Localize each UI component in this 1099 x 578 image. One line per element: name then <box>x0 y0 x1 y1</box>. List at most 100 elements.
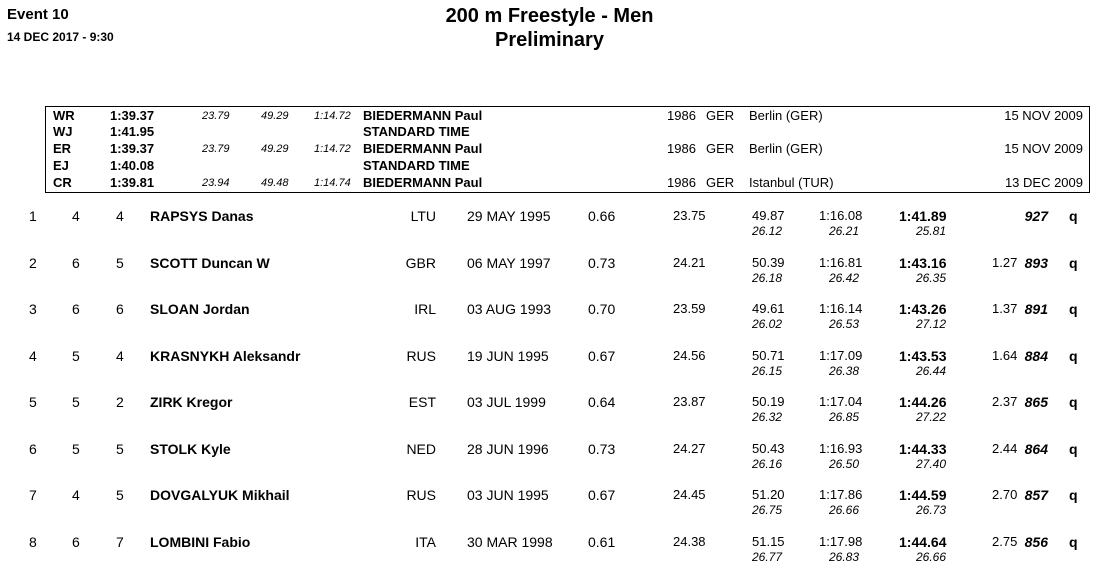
athlete-nation: EST <box>408 394 436 410</box>
record-time: 1:39.81 <box>110 175 155 190</box>
reaction-time: 0.70 <box>588 301 616 317</box>
record-split-50: 23.94 <box>202 177 230 189</box>
split-50m: 24.56 <box>673 347 706 363</box>
athlete-nation: RUS <box>406 347 436 364</box>
fina-points: 856 <box>1024 533 1048 550</box>
time-behind: 1.64 <box>992 347 1018 363</box>
athlete-nation: NED <box>406 440 436 457</box>
split-time-100m: 26.32 <box>752 410 783 424</box>
record-nation: GER <box>706 141 735 156</box>
result-row: 2 6 5 SCOTT Duncan W GBR 06 MAY 1997 0.73 24.21… <box>0 255 1099 299</box>
split-150m: 1:16.81 <box>819 254 863 270</box>
athlete-name: STOLK Kyle <box>150 440 231 457</box>
record-nation: GER <box>706 175 735 190</box>
result-lane: 4 <box>116 208 124 224</box>
reaction-time: 0.73 <box>588 440 616 457</box>
final-time: 1:44.33 <box>899 440 947 457</box>
record-yob: 1986 <box>667 141 696 156</box>
split-time-200m: 25.81 <box>916 224 947 238</box>
result-heat: 6 <box>72 254 80 271</box>
qualified-marker: q <box>1069 347 1078 364</box>
record-row: ER 1:39.37 23.79 49.29 1:14.72 BIEDERMAN… <box>46 141 1089 157</box>
split-time-100m: 26.12 <box>752 224 783 238</box>
record-date: 15 NOV 2009 <box>1004 108 1083 123</box>
split-time-150m: 26.83 <box>829 549 860 564</box>
time-behind: 2.75 <box>992 533 1018 549</box>
result-heat: 4 <box>72 487 80 503</box>
split-50m: 23.87 <box>673 394 706 409</box>
split-time-100m: 26.18 <box>752 270 783 285</box>
reaction-time: 0.61 <box>588 533 616 550</box>
record-split-150: 1:14.72 <box>314 110 351 122</box>
final-time: 1:41.89 <box>899 208 947 224</box>
page-title: 200 m Freestyle - Men <box>445 5 654 27</box>
result-heat: 5 <box>72 440 80 457</box>
split-150m: 1:16.93 <box>819 440 863 456</box>
athlete-birthdate: 06 MAY 1997 <box>467 254 551 271</box>
final-time: 1:44.64 <box>899 533 947 550</box>
split-time-100m: 26.75 <box>752 503 783 517</box>
result-heat: 5 <box>72 394 80 410</box>
result-lane: 7 <box>116 533 124 550</box>
result-heat: 6 <box>72 533 80 550</box>
athlete-name: DOVGALYUK Mikhail <box>150 487 290 503</box>
split-time-200m: 26.73 <box>916 503 947 517</box>
athlete-birthdate: 03 JUN 1995 <box>467 487 549 503</box>
athlete-nation: LTU <box>410 208 436 224</box>
result-row: 5 5 2 ZIRK Kregor EST 03 JUL 1999 0.64 23.87 50.… <box>0 394 1099 438</box>
athlete-birthdate: 03 AUG 1993 <box>467 301 552 317</box>
reaction-time: 0.67 <box>588 347 616 364</box>
event-number: Event 10 <box>7 6 69 23</box>
result-lane: 2 <box>116 394 124 410</box>
fina-points: 927 <box>1024 208 1048 224</box>
split-50m: 24.27 <box>673 440 706 456</box>
record-time: 1:39.37 <box>110 108 155 123</box>
final-time: 1:44.26 <box>899 394 947 410</box>
record-split-150: 1:14.74 <box>314 177 351 189</box>
records-table: WR 1:39.37 23.79 49.29 1:14.72 BIEDERMAN… <box>45 106 1090 193</box>
result-lane: 5 <box>116 487 124 503</box>
result-row: 3 6 6 SLOAN Jordan IRL 03 AUG 1993 0.70 23.59 49… <box>0 301 1099 345</box>
final-time: 1:43.26 <box>899 301 947 317</box>
split-50m: 24.21 <box>673 254 706 270</box>
result-row: 4 5 4 KRASNYKH Aleksandr RUS 19 JUN 1995 0.67 2… <box>0 348 1099 392</box>
time-behind: 2.37 <box>992 394 1018 409</box>
athlete-birthdate: 30 MAR 1998 <box>467 533 553 550</box>
fina-points: 884 <box>1024 347 1048 364</box>
split-100m: 50.19 <box>752 394 785 409</box>
result-lane: 5 <box>116 440 124 457</box>
record-yob: 1986 <box>667 108 696 123</box>
record-split-100: 49.29 <box>261 143 289 155</box>
reaction-time: 0.67 <box>588 487 616 503</box>
page-subtitle: Preliminary <box>495 29 604 51</box>
split-time-100m: 26.16 <box>752 456 783 471</box>
qualified-marker: q <box>1069 301 1078 317</box>
split-time-150m: 26.38 <box>829 363 860 378</box>
qualified-marker: q <box>1069 533 1078 550</box>
athlete-birthdate: 19 JUN 1995 <box>467 347 549 364</box>
athlete-nation: ITA <box>415 533 436 550</box>
split-time-150m: 26.50 <box>829 456 860 471</box>
split-time-150m: 26.66 <box>829 503 860 517</box>
split-100m: 49.61 <box>752 301 785 316</box>
athlete-birthdate: 28 JUN 1996 <box>467 440 549 457</box>
split-time-150m: 26.21 <box>829 224 860 238</box>
split-time-150m: 26.85 <box>829 410 860 424</box>
split-50m: 23.75 <box>673 208 706 223</box>
split-100m: 50.43 <box>752 440 785 456</box>
record-split-50: 23.79 <box>202 110 230 122</box>
athlete-name: LOMBINI Fabio <box>150 533 251 550</box>
record-holder: STANDARD TIME <box>363 124 470 139</box>
record-yob: 1986 <box>667 175 696 190</box>
record-code: ER <box>53 141 72 156</box>
split-150m: 1:17.86 <box>819 487 863 502</box>
record-code: WJ <box>53 124 73 139</box>
split-time-150m: 26.53 <box>829 317 860 331</box>
result-row: 8 6 7 LOMBINI Fabio ITA 30 MAR 1998 0.61 24.38 5… <box>0 534 1099 578</box>
fina-points: 893 <box>1024 254 1048 271</box>
reaction-time: 0.73 <box>588 254 616 271</box>
split-100m: 50.39 <box>752 254 785 270</box>
athlete-name: ZIRK Kregor <box>150 394 233 410</box>
final-time: 1:44.59 <box>899 487 947 503</box>
result-rank: 8 <box>29 533 37 550</box>
